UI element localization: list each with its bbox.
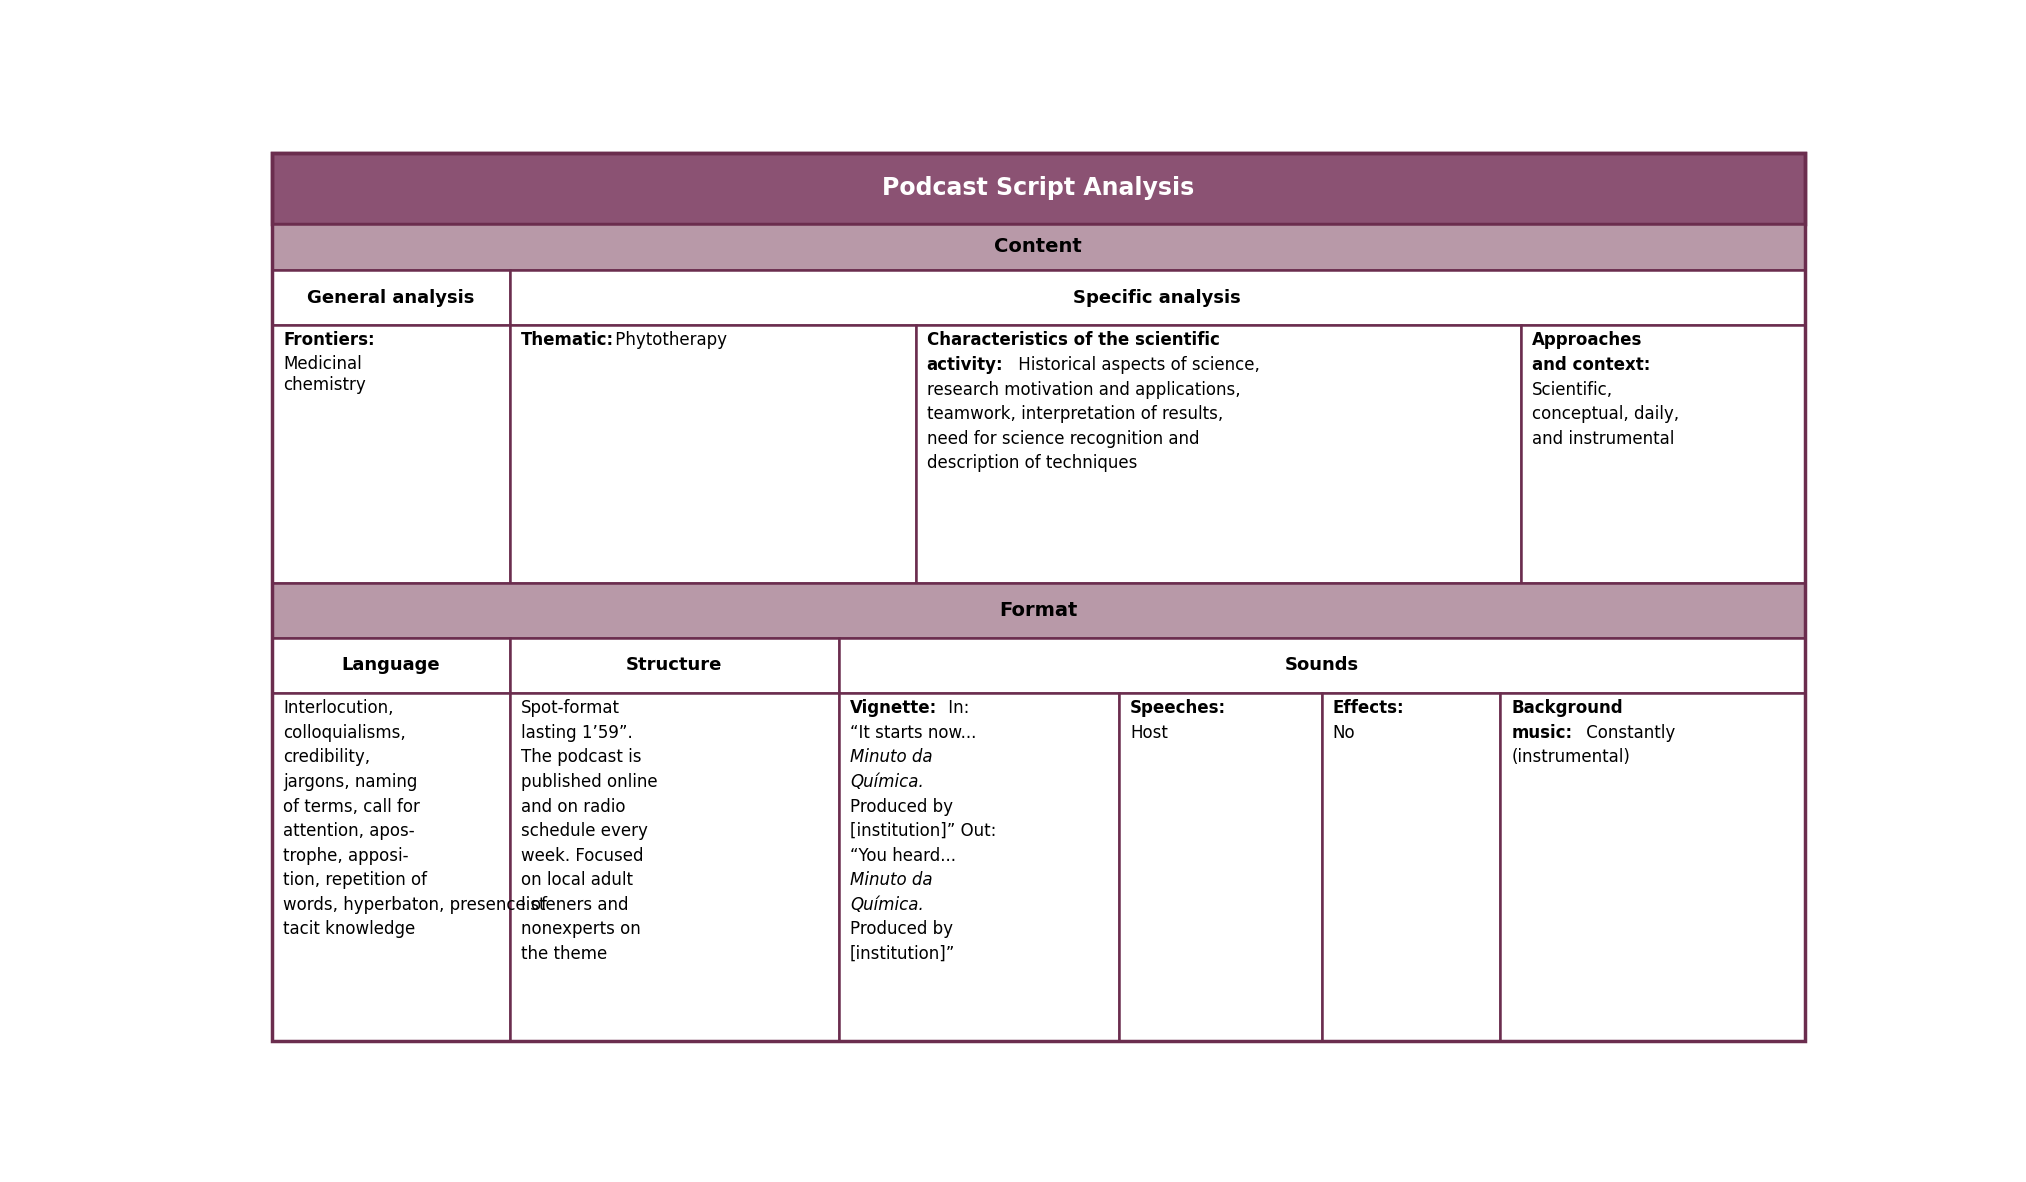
Text: tacit knowledge: tacit knowledge — [284, 921, 415, 939]
Bar — [839, 693, 1118, 1041]
Text: and context:: and context: — [1532, 356, 1651, 374]
Bar — [1118, 693, 1321, 1041]
Text: lasting 1’59”.: lasting 1’59”. — [521, 723, 632, 742]
Bar — [511, 269, 1805, 325]
Text: Characteristics of the scientific: Characteristics of the scientific — [926, 331, 1220, 350]
Text: “It starts now...: “It starts now... — [851, 723, 977, 742]
Text: Background: Background — [1511, 700, 1623, 717]
Text: jargons, naming: jargons, naming — [284, 773, 417, 791]
Text: Minuto da: Minuto da — [851, 871, 932, 889]
Text: Produced by: Produced by — [851, 921, 952, 939]
Text: Podcast Script Analysis: Podcast Script Analysis — [881, 176, 1195, 200]
Text: Effects:: Effects: — [1333, 700, 1404, 717]
Text: activity:: activity: — [926, 356, 1003, 374]
Text: conceptual, daily,: conceptual, daily, — [1532, 405, 1680, 423]
Text: of terms, call for: of terms, call for — [284, 798, 419, 816]
Text: research motivation and applications,: research motivation and applications, — [926, 381, 1240, 398]
Text: Spot-format: Spot-format — [521, 700, 620, 717]
Text: Medicinal
chemistry: Medicinal chemistry — [284, 355, 367, 394]
Text: Approaches: Approaches — [1532, 331, 1643, 350]
Bar — [916, 325, 1522, 583]
Text: trophe, apposi-: trophe, apposi- — [284, 846, 409, 865]
Text: [institution]”: [institution]” — [851, 944, 956, 963]
Text: In:: In: — [942, 700, 968, 717]
Bar — [271, 223, 1805, 269]
Text: schedule every: schedule every — [521, 823, 648, 840]
Text: “You heard...: “You heard... — [851, 846, 956, 865]
Text: Frontiers:: Frontiers: — [284, 331, 375, 350]
Text: the theme: the theme — [521, 944, 608, 963]
Bar — [1522, 325, 1805, 583]
Text: [institution]” Out:: [institution]” Out: — [851, 823, 997, 840]
Text: Content: Content — [995, 238, 1082, 256]
Text: Constantly: Constantly — [1580, 723, 1676, 742]
Text: Specific analysis: Specific analysis — [1074, 288, 1242, 306]
Bar — [511, 638, 839, 693]
Text: Phytotherapy: Phytotherapy — [610, 331, 727, 350]
Text: on local adult: on local adult — [521, 871, 632, 889]
Text: Produced by: Produced by — [851, 798, 952, 816]
Bar — [1501, 693, 1805, 1041]
Text: colloquialisms,: colloquialisms, — [284, 723, 405, 742]
Text: and on radio: and on radio — [521, 798, 626, 816]
Text: Speeches:: Speeches: — [1131, 700, 1226, 717]
Text: Historical aspects of science,: Historical aspects of science, — [1013, 356, 1260, 374]
Text: credibility,: credibility, — [284, 748, 371, 766]
Bar — [511, 693, 839, 1041]
Text: Scientific,: Scientific, — [1532, 381, 1613, 398]
Bar — [839, 638, 1805, 693]
Text: (instrumental): (instrumental) — [1511, 748, 1631, 766]
Text: Interlocution,: Interlocution, — [284, 700, 393, 717]
Text: Structure: Structure — [626, 656, 723, 674]
Text: Vignette:: Vignette: — [851, 700, 938, 717]
Text: Thematic:: Thematic: — [521, 331, 614, 350]
Bar — [271, 638, 511, 693]
Bar — [271, 693, 511, 1041]
Text: Sounds: Sounds — [1284, 656, 1359, 674]
Text: No: No — [1333, 723, 1355, 742]
Text: nonexperts on: nonexperts on — [521, 921, 640, 939]
Text: week. Focused: week. Focused — [521, 846, 642, 865]
Text: Química.: Química. — [851, 773, 924, 791]
Text: attention, apos-: attention, apos- — [284, 823, 415, 840]
Text: teamwork, interpretation of results,: teamwork, interpretation of results, — [926, 405, 1224, 423]
Text: and instrumental: and instrumental — [1532, 430, 1673, 448]
Text: General analysis: General analysis — [308, 288, 474, 306]
Bar — [511, 325, 916, 583]
Text: The podcast is: The podcast is — [521, 748, 640, 766]
Bar — [1321, 693, 1501, 1041]
Text: music:: music: — [1511, 723, 1572, 742]
Bar — [271, 152, 1805, 223]
Text: Language: Language — [342, 656, 440, 674]
Bar — [271, 269, 511, 325]
Text: words, hyperbaton, presence of: words, hyperbaton, presence of — [284, 896, 547, 914]
Text: description of techniques: description of techniques — [926, 454, 1137, 473]
Bar — [271, 583, 1805, 638]
Text: listeners and: listeners and — [521, 896, 628, 914]
Text: published online: published online — [521, 773, 656, 791]
Text: Minuto da: Minuto da — [851, 748, 932, 766]
Bar — [271, 325, 511, 583]
Text: need for science recognition and: need for science recognition and — [926, 430, 1199, 448]
Text: tion, repetition of: tion, repetition of — [284, 871, 427, 889]
Text: Química.: Química. — [851, 896, 924, 914]
Text: Format: Format — [999, 600, 1078, 619]
Text: Host: Host — [1131, 723, 1167, 742]
